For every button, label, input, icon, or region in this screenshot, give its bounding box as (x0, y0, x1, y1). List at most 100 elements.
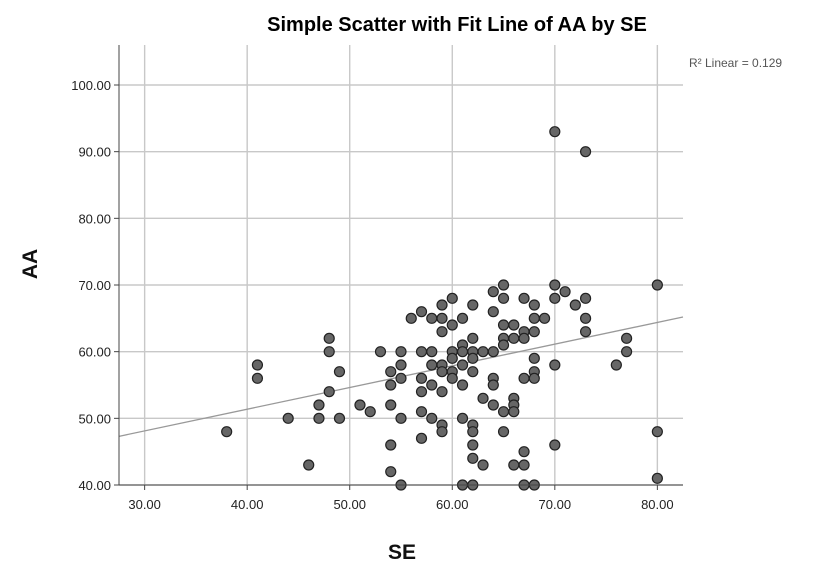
data-point (456, 412, 469, 424)
data-point (477, 459, 489, 471)
data-point (518, 372, 530, 384)
data-point (385, 366, 397, 378)
data-point (579, 326, 592, 338)
data-point (497, 426, 510, 438)
data-point (518, 446, 530, 458)
data-point (651, 426, 663, 438)
x-tick-labels: 30.00 40.00 50.00 60.00 70.00 80.00 (128, 497, 673, 512)
data-point (395, 346, 407, 358)
data-point (508, 459, 520, 471)
data-point (518, 292, 530, 304)
data-point (487, 346, 499, 358)
data-point (436, 326, 448, 338)
data-point (467, 332, 479, 344)
data-point (477, 346, 489, 358)
data-point (528, 372, 540, 384)
y-tick-label: 40.00 (78, 478, 111, 493)
data-point (446, 319, 458, 331)
data-point (497, 406, 510, 418)
data-point (313, 399, 325, 411)
data-point (364, 406, 376, 418)
data-point (497, 319, 510, 331)
x-tick-label: 60.00 (436, 497, 469, 512)
data-point (487, 399, 499, 411)
y-tick-label: 60.00 (78, 345, 111, 360)
data-point (579, 292, 592, 304)
y-tick-label: 90.00 (78, 145, 111, 160)
data-point (415, 346, 428, 358)
data-point (487, 306, 499, 318)
data-point (426, 379, 438, 391)
data-point (487, 379, 499, 391)
chart-title: Simple Scatter with Fit Line of AA by SE (267, 14, 647, 36)
data-point (528, 352, 540, 364)
data-point (497, 339, 510, 351)
data-point (487, 286, 499, 298)
data-point (651, 279, 663, 291)
data-point (549, 279, 561, 291)
y-tick-label: 100.00 (71, 78, 111, 93)
y-axis-title: AA (19, 249, 42, 279)
x-tick-label: 40.00 (231, 497, 264, 512)
data-point (456, 359, 469, 371)
data-point (436, 386, 448, 398)
data-point (395, 359, 407, 371)
data-point (436, 366, 448, 378)
data-point (303, 459, 315, 471)
data-point (467, 452, 479, 464)
data-point (374, 346, 387, 358)
data-point (467, 299, 479, 311)
data-point (528, 326, 540, 338)
data-point (323, 332, 335, 344)
x-tick-label: 80.00 (641, 497, 674, 512)
data-point (549, 359, 561, 371)
data-point (436, 299, 448, 311)
data-point (415, 386, 428, 398)
data-point (446, 372, 458, 384)
data-point (467, 426, 479, 438)
data-point (221, 426, 233, 438)
data-point (251, 372, 264, 384)
data-point (415, 432, 428, 444)
data-point (579, 146, 592, 158)
x-tick-label: 70.00 (539, 497, 572, 512)
data-point (385, 466, 397, 478)
data-point (508, 332, 520, 344)
data-point (620, 346, 633, 358)
data-point (395, 412, 407, 424)
data-point (549, 292, 561, 304)
data-point (538, 312, 551, 324)
data-point (385, 379, 397, 391)
data-point (549, 439, 561, 451)
data-point (549, 126, 561, 138)
data-points (221, 126, 663, 491)
data-point (436, 426, 448, 438)
data-point (569, 299, 581, 311)
y-tick-label: 70.00 (78, 278, 111, 293)
data-point (426, 412, 438, 424)
data-point (528, 312, 540, 324)
y-tick-label: 80.00 (78, 211, 111, 226)
data-point (415, 406, 428, 418)
data-point (415, 372, 428, 384)
data-point (426, 312, 438, 324)
data-point (477, 392, 489, 404)
x-axis-title: SE (388, 541, 416, 564)
data-point (467, 439, 479, 451)
plot-frame (114, 45, 683, 490)
data-point (651, 472, 663, 484)
data-point (385, 439, 397, 451)
data-point (467, 366, 479, 378)
data-point (620, 332, 633, 344)
data-point (405, 312, 417, 324)
data-point (528, 299, 540, 311)
data-point (385, 399, 397, 411)
data-point (415, 306, 428, 318)
data-point (518, 459, 530, 471)
data-point (282, 412, 294, 424)
data-point (559, 286, 571, 298)
data-point (456, 379, 469, 391)
data-point (333, 412, 346, 424)
data-point (610, 359, 622, 371)
